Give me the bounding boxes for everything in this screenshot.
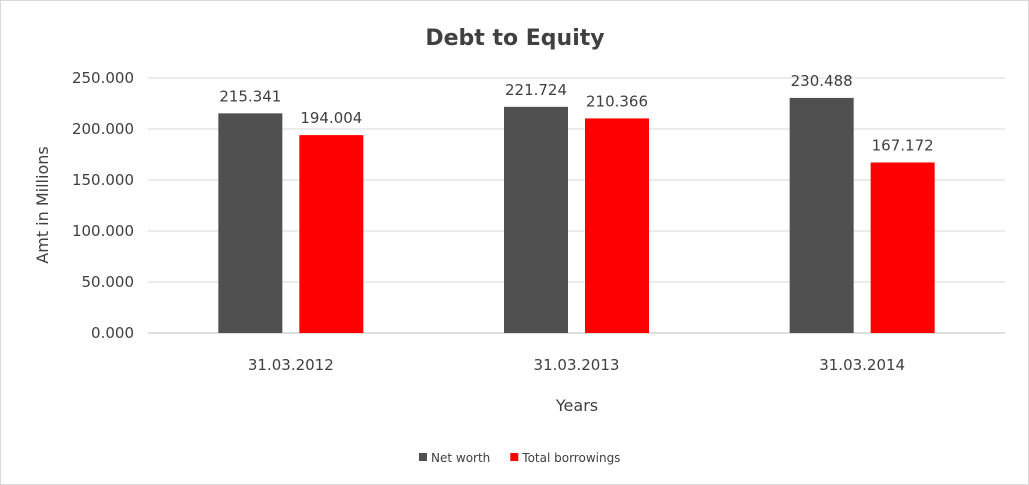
- legend: Net worth Total borrowings: [419, 451, 620, 465]
- y-axis-label: Amt in Millions: [33, 146, 52, 263]
- bars: [218, 97, 935, 334]
- bar: [585, 118, 649, 333]
- x-axis-ticks: 31.03.2012 31.03.2013 31.03.2014: [248, 356, 905, 374]
- data-label: 221.724: [505, 81, 567, 99]
- bar: [789, 97, 854, 333]
- data-label: 215.341: [219, 87, 281, 105]
- data-labels: 215.341 194.004 221.724 210.366 230.488 167.1…: [219, 72, 933, 155]
- data-label: 194.004: [300, 109, 362, 127]
- bar: [870, 162, 935, 333]
- y-tick-label: 250.000: [72, 69, 134, 87]
- x-tick-label: 31.03.2014: [819, 356, 905, 374]
- y-axis-ticks: 0.000 50.000 100.000 150.000 200.000 250.000: [72, 69, 134, 342]
- chart-title: Debt to Equity: [425, 26, 604, 51]
- legend-entry: Total borrowings: [521, 451, 620, 465]
- legend-swatch: [419, 453, 427, 461]
- y-tick-label: 200.000: [72, 120, 134, 138]
- bar: [218, 113, 283, 334]
- legend-swatch: [510, 453, 519, 461]
- bar: [504, 106, 568, 333]
- data-label: 167.172: [872, 136, 934, 154]
- bar: [299, 135, 364, 333]
- legend-entry: Net worth: [431, 451, 490, 465]
- data-label: 210.366: [586, 92, 648, 110]
- x-tick-label: 31.03.2012: [248, 356, 334, 374]
- x-tick-label: 31.03.2013: [534, 356, 620, 374]
- gridlines: [148, 77, 1005, 334]
- x-axis-label: Years: [555, 396, 598, 415]
- y-tick-label: 50.000: [82, 273, 135, 291]
- data-label: 230.488: [791, 72, 853, 90]
- y-tick-label: 150.000: [72, 171, 134, 189]
- y-tick-label: 0.000: [91, 324, 134, 342]
- y-tick-label: 100.000: [72, 222, 134, 240]
